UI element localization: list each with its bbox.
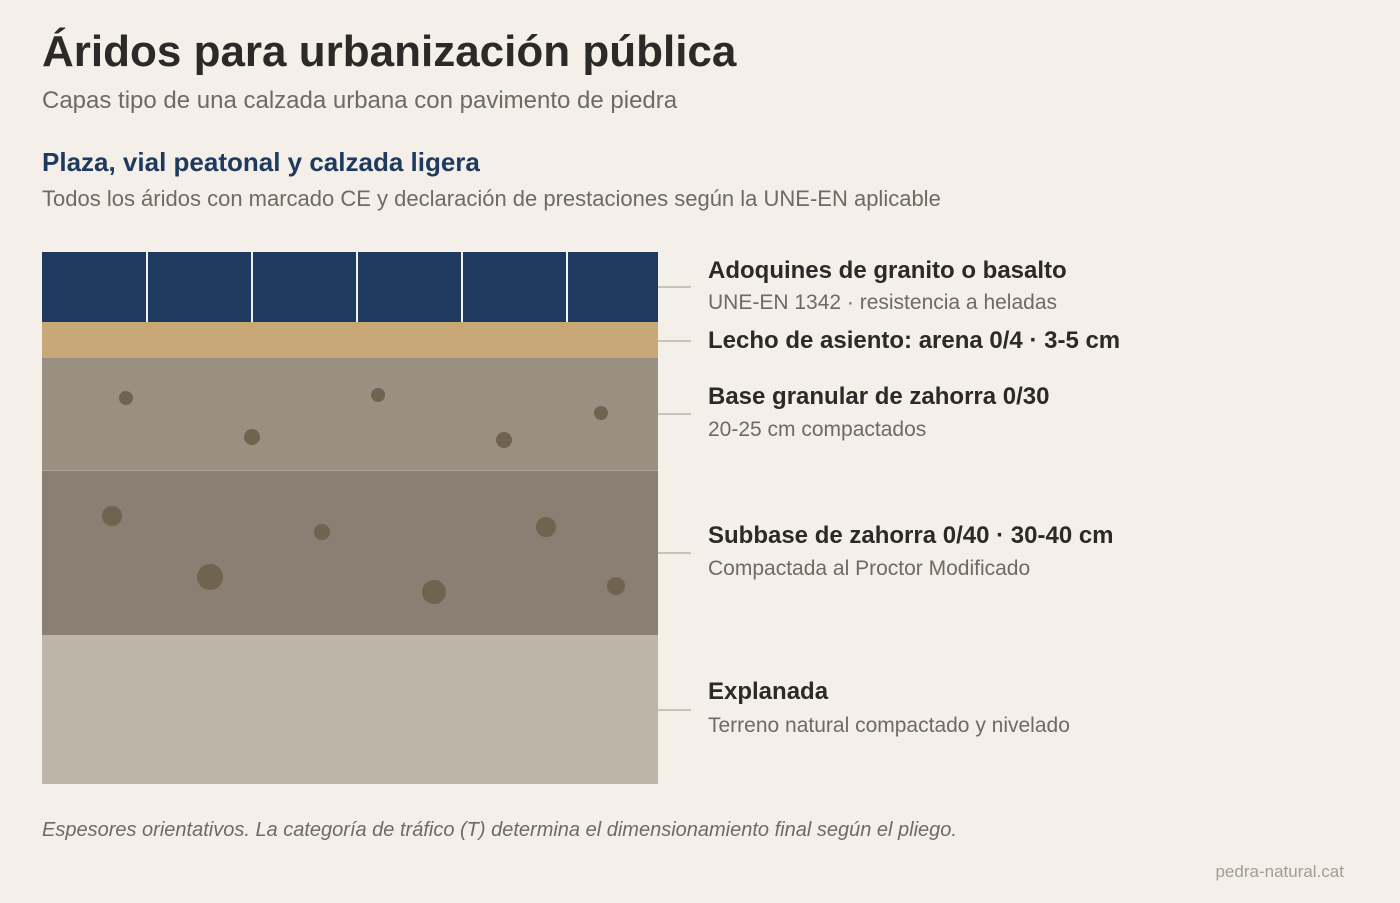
- paver-joint: [566, 252, 568, 322]
- aggregate-stone: [607, 577, 625, 595]
- section-subtitle: Todos los áridos con marcado CE y declar…: [42, 186, 941, 211]
- aggregate-stone: [314, 524, 330, 540]
- layer-detail-base: 20-25 cm compactados: [708, 418, 927, 441]
- leader-line-pavers: [658, 286, 691, 288]
- aggregate-stone: [244, 429, 260, 445]
- aggregate-stone: [197, 564, 223, 590]
- paver-joint: [356, 252, 358, 322]
- section-title: Plaza, vial peatonal y calzada ligera: [42, 147, 480, 177]
- layer-detail-pavers: UNE-EN 1342 · resistencia a heladas: [708, 291, 1058, 314]
- leader-line-subbase: [658, 552, 691, 554]
- aggregate-stone: [496, 432, 512, 448]
- aggregate-stone: [371, 388, 385, 402]
- source-credit: pedra-natural.cat: [1215, 862, 1344, 881]
- leader-line-sand: [658, 340, 691, 342]
- aggregate-stone: [102, 506, 122, 526]
- page-title: Áridos para urbanización pública: [42, 27, 737, 76]
- page-subtitle: Capas tipo de una calzada urbana con pav…: [42, 87, 678, 114]
- layer-subbase: [42, 471, 658, 635]
- layer-detail-subbase: Compactada al Proctor Modificado: [708, 557, 1031, 580]
- aggregate-stone: [594, 406, 608, 420]
- layer-label-subgrade: Explanada: [708, 678, 829, 705]
- layer-pavers: [42, 252, 658, 322]
- pavement-cross-section: [42, 252, 658, 784]
- leader-line-base: [658, 413, 691, 415]
- layer-subgrade: [42, 635, 658, 784]
- layer-sand-bed: [42, 322, 658, 358]
- aggregate-stone: [422, 580, 446, 604]
- paver-joint: [251, 252, 253, 322]
- footnote: Espesores orientativos. La categoría de …: [42, 819, 957, 841]
- layer-label-subbase: Subbase de zahorra 0/40 · 30-40 cm: [708, 522, 1114, 549]
- aggregate-stone: [119, 391, 133, 405]
- layer-detail-subgrade: Terreno natural compactado y nivelado: [708, 714, 1070, 737]
- aggregate-stone: [536, 517, 556, 537]
- layer-label-sand: Lecho de asiento: arena 0/4 · 3-5 cm: [708, 327, 1121, 354]
- paver-joint: [461, 252, 463, 322]
- leader-line-subgrade: [658, 709, 691, 711]
- layer-label-pavers: Adoquines de granito o basalto: [708, 257, 1067, 284]
- layer-label-base: Base granular de zahorra 0/30: [708, 383, 1050, 410]
- paver-joint: [146, 252, 148, 322]
- layer-granular-base: [42, 358, 658, 471]
